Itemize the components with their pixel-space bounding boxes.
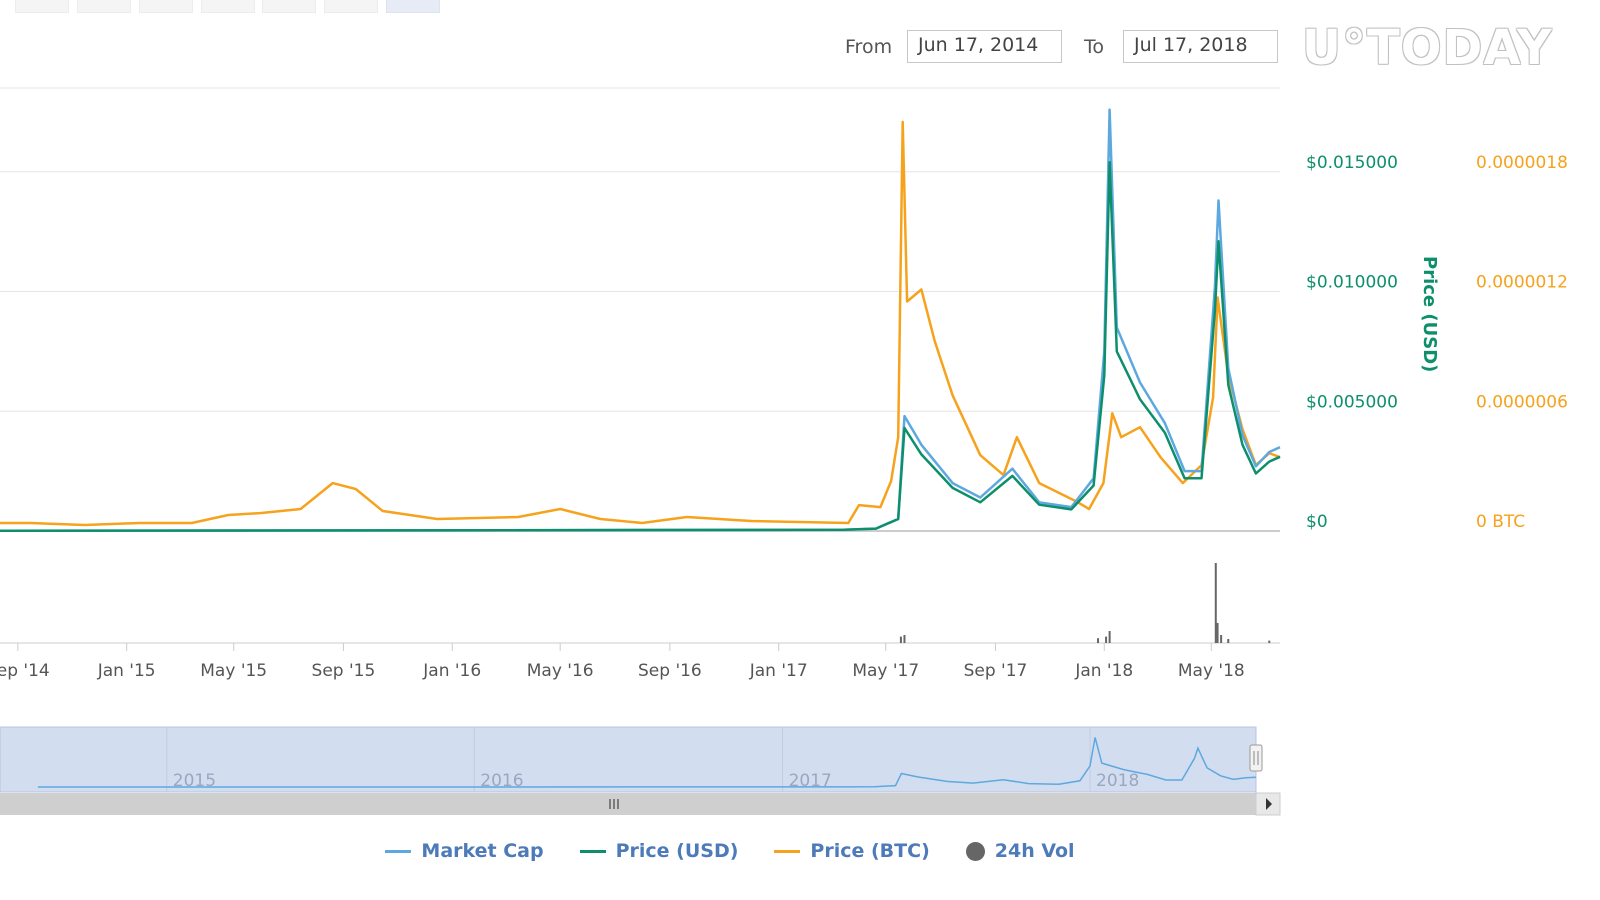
navigator-year-label: 2016 — [480, 771, 523, 791]
y-axis-usd-tick-label: $0.005000 — [1306, 392, 1398, 412]
utoday-watermark-logo: U°TODAY — [1302, 20, 1553, 76]
series-line-price-usd- — [0, 160, 1281, 533]
legend-line-icon — [774, 849, 801, 853]
y-axis-btc-tick-label: 0.0000012 — [1476, 273, 1568, 293]
y-axis-usd-tick-label: $0.015000 — [1306, 153, 1398, 173]
legend-item-24h-vol[interactable]: 24h Vol — [965, 840, 1075, 862]
zoom-button[interactable] — [201, 0, 255, 13]
navigator-year-label: 2017 — [789, 771, 832, 791]
x-axis-tick-label: Sep '17 — [964, 661, 1028, 681]
legend-label: 24h Vol — [994, 840, 1075, 862]
zoom-button[interactable] — [324, 0, 378, 13]
series-line-price-btc- — [0, 120, 1281, 527]
x-axis-tick-label: May '18 — [1178, 661, 1245, 681]
x-axis-tick-label: May '16 — [527, 661, 594, 681]
from-label: From — [845, 36, 893, 58]
x-axis-tick-label: Sep '14 — [0, 661, 50, 681]
zoom-button[interactable] — [15, 0, 69, 13]
scrollbar-thumb[interactable] — [0, 793, 1256, 815]
zoom-button[interactable] — [262, 0, 316, 13]
x-axis-tick-label: Jan '15 — [97, 661, 156, 681]
series-line-market-cap — [0, 108, 1281, 533]
legend-line-icon — [385, 849, 412, 853]
zoom-button[interactable] — [139, 0, 193, 13]
x-axis-tick-label: May '15 — [200, 661, 267, 681]
scroll-right-arrow-icon — [1266, 798, 1272, 810]
zoom-button[interactable] — [77, 0, 131, 13]
legend-line-icon — [579, 849, 606, 853]
legend-label: Market Cap — [421, 840, 544, 862]
y-axis-usd-tick-label: $0.010000 — [1306, 273, 1398, 293]
x-axis-tick-label: Sep '15 — [312, 661, 376, 681]
navigator-right-handle[interactable] — [1249, 744, 1263, 772]
x-axis-tick-label: Sep '16 — [638, 661, 702, 681]
x-axis-tick-label: Jan '18 — [1074, 661, 1133, 681]
legend-item-price-usd[interactable]: Price (USD) — [579, 840, 739, 862]
y-axis-btc-tick-label: 0.0000018 — [1476, 153, 1568, 173]
navigator-year-label: 2015 — [173, 771, 216, 791]
x-axis-tick-label: Jan '17 — [749, 661, 808, 681]
to-date-input[interactable]: Jul 17, 2018 — [1123, 30, 1278, 63]
y-axis-btc-tick-label: 0 BTC — [1476, 512, 1525, 532]
to-label: To — [1084, 36, 1105, 58]
navigator-series-line — [37, 737, 1257, 788]
legend-item-price-btc[interactable]: Price (BTC) — [774, 840, 930, 862]
x-axis-tick-label: Jan '16 — [422, 661, 481, 681]
y-axis-usd-tick-label: $0 — [1306, 512, 1328, 532]
legend-dot-icon — [965, 841, 985, 861]
legend-label: Price (USD) — [615, 840, 739, 862]
legend-item-market-cap[interactable]: Market Cap — [385, 840, 544, 862]
y-axis-btc-tick-label: 0.0000006 — [1476, 392, 1568, 412]
x-axis-tick-label: May '17 — [852, 661, 919, 681]
zoom-button[interactable] — [386, 0, 440, 13]
y-axis-usd-title: Price (USD) — [1419, 256, 1440, 372]
from-date-input[interactable]: Jun 17, 2014 — [907, 30, 1062, 63]
legend-label: Price (BTC) — [810, 840, 930, 862]
chart-legend: Market Cap Price (USD) Price (BTC) 24h V… — [0, 840, 1460, 862]
navigator-year-label: 2018 — [1096, 771, 1139, 791]
